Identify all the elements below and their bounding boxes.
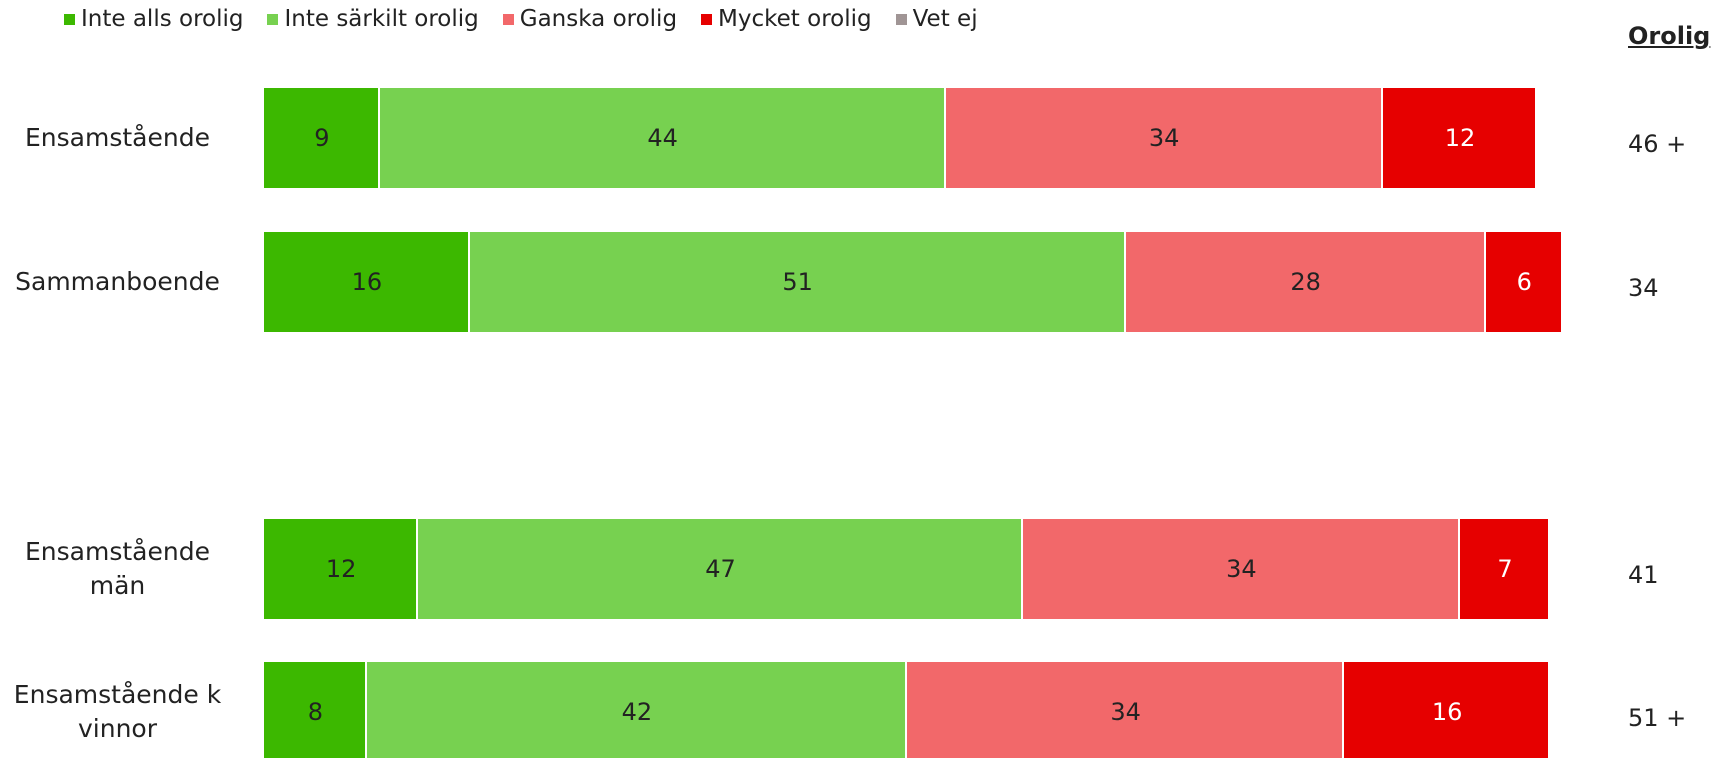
legend-label: Mycket orolig	[718, 6, 872, 32]
legend-item: Vet ej	[895, 6, 978, 32]
category-label: Ensamstående	[25, 123, 210, 152]
value-label: 16	[351, 267, 383, 296]
value-label: 47	[705, 554, 736, 583]
orolig-title: Orolig	[1628, 22, 1711, 50]
category-label: Sammanboende	[15, 266, 220, 296]
bar-segment	[379, 88, 946, 188]
bar-segment	[264, 231, 470, 332]
orolig-value: 46 +	[1628, 130, 1687, 158]
orolig-value: 41	[1628, 560, 1659, 589]
bar-segment	[1344, 662, 1550, 758]
value-label: 28	[1290, 267, 1321, 296]
category-label: Ensamstående kvinnor	[13, 680, 222, 743]
legend-label: Vet ej	[912, 6, 978, 32]
value-label: 34	[1148, 124, 1180, 152]
value-label: 44	[647, 124, 678, 152]
value-label: 8	[307, 698, 324, 726]
bar-segment	[945, 88, 1383, 188]
value-label: 51	[782, 267, 813, 296]
legend-swatch	[64, 13, 75, 25]
bar-segment	[469, 231, 1126, 332]
value-label: 34	[1226, 554, 1257, 583]
legend-label: Inte särkilt orolig	[284, 6, 479, 32]
bar-segment	[264, 88, 380, 188]
legend-label: Inte alls orolig	[81, 6, 244, 32]
value-label: 16	[1431, 698, 1463, 726]
legend-label: Ganska orolig	[519, 6, 678, 32]
bar-segment	[1022, 518, 1460, 619]
legend-swatch	[502, 13, 514, 25]
orolig-value: 51 +	[1628, 704, 1687, 732]
legend-item: Inte alls orolig	[64, 6, 243, 32]
legend-item: Mycket orolig	[701, 6, 872, 32]
legend-item: Ganska orolig	[502, 6, 678, 32]
bar-segment	[1485, 231, 1563, 332]
bar-segment	[1382, 88, 1538, 188]
legend-swatch	[895, 13, 907, 25]
bar-segment	[264, 662, 367, 758]
value-label: 12	[1444, 124, 1476, 152]
bar-segment	[366, 662, 907, 758]
legend: Inte alls orolig Inte särkilt orolig Gansk…	[64, 6, 978, 32]
bar-segment	[907, 662, 1345, 758]
value-label: 7	[1497, 554, 1513, 583]
legend-item: Inte särkilt orolig	[267, 6, 479, 32]
value-label: 12	[325, 554, 357, 583]
orolig-value: 34	[1628, 273, 1659, 302]
bar-segment	[264, 518, 419, 619]
value-label: 34	[1110, 698, 1141, 726]
bar-segment	[1125, 231, 1486, 332]
value-label: 42	[621, 698, 653, 726]
legend-swatch	[267, 13, 279, 25]
value-label: 6	[1516, 267, 1532, 296]
legend-swatch	[701, 13, 713, 25]
bar-segment	[1459, 518, 1550, 619]
value-label: 9	[314, 124, 330, 152]
category-label: Ensamstående män	[25, 536, 210, 600]
bar-segment	[418, 518, 1023, 619]
